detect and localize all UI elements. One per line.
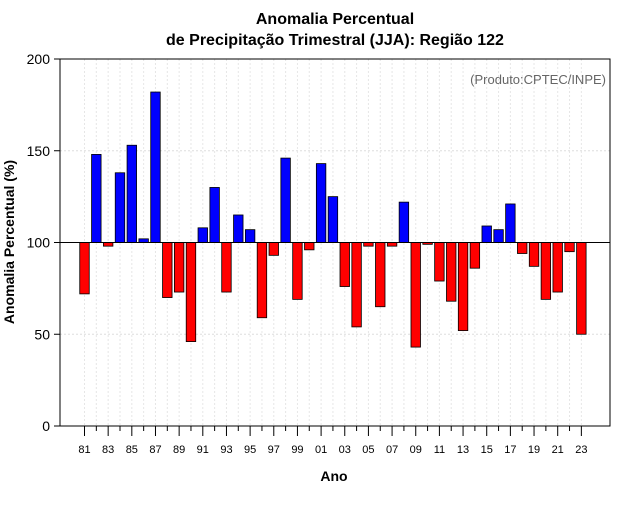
- bar-90: [185, 242, 197, 342]
- bar-11: [434, 242, 445, 282]
- bar-12: [446, 242, 457, 302]
- bar-96: [256, 242, 268, 319]
- bar-97: [268, 242, 279, 256]
- x-tick-label: 91: [197, 444, 209, 456]
- bar-92: [209, 187, 220, 243]
- x-tick-label: 95: [244, 444, 256, 456]
- bar-19: [528, 242, 540, 267]
- bar-15: [481, 225, 492, 243]
- bar-89: [173, 242, 185, 293]
- x-tick-label: 09: [410, 444, 422, 456]
- bar-85: [126, 144, 137, 243]
- y-tick-label: 0: [42, 418, 50, 434]
- x-tick-label: 01: [315, 444, 327, 456]
- chart-title-line2: de Precipitação Trimestral (JJA): Região…: [166, 32, 504, 49]
- bar-82: [91, 154, 102, 243]
- y-axis-label: Anomalia Percentual (%): [1, 160, 17, 324]
- bar-01: [315, 163, 327, 243]
- x-tick-label: 07: [386, 444, 398, 456]
- bar-series: [79, 91, 587, 348]
- bar-02: [327, 196, 339, 243]
- x-tick-label: 99: [291, 444, 303, 456]
- chart-title: Anomalia Percentual de Precipitação Trim…: [0, 9, 640, 51]
- x-tick-label: 11: [434, 444, 445, 456]
- x-tick-label: 05: [362, 444, 374, 456]
- x-tick-label: 89: [173, 444, 185, 456]
- bar-95: [244, 229, 256, 243]
- y-tick-label: 50: [34, 326, 50, 342]
- x-tick-label: 21: [552, 444, 564, 456]
- bar-23: [576, 242, 587, 335]
- bar-04: [351, 242, 362, 328]
- x-axis: 81 83 85 87 89 91 93 95 97 99 01 03 05 07 09 11 13 15 17 19…: [78, 426, 587, 456]
- x-tick-label: 23: [575, 444, 587, 456]
- x-tick-label: 81: [78, 444, 90, 456]
- bar-22: [564, 242, 575, 253]
- x-tick-label: 17: [504, 444, 516, 456]
- bar-14: [469, 242, 481, 269]
- bar-94: [233, 214, 244, 243]
- x-tick-label: 03: [339, 444, 351, 456]
- x-tick-label: 83: [102, 444, 114, 456]
- bar-87: [150, 91, 161, 243]
- grid-lines: [60, 58, 610, 427]
- credit-text: (Produto:CPTEC/INPE): [470, 72, 606, 87]
- bar-13: [457, 242, 469, 331]
- bar-83: [103, 242, 114, 247]
- chart-title-line1: Anomalia Percentual: [255, 11, 415, 28]
- bar-99: [292, 242, 303, 300]
- y-tick-label: 100: [27, 235, 51, 251]
- bar-07: [386, 242, 398, 247]
- bar-18: [517, 242, 528, 254]
- y-axis: 0 50 100 150 200: [27, 51, 60, 434]
- bar-91: [197, 227, 208, 243]
- x-tick-label: 85: [126, 444, 138, 456]
- bar-84: [114, 172, 126, 243]
- x-tick-label: 93: [220, 444, 232, 456]
- x-tick-label: 97: [268, 444, 280, 456]
- bar-81: [79, 242, 90, 295]
- x-tick-label: 19: [528, 444, 540, 456]
- y-tick-label: 150: [27, 143, 51, 159]
- x-axis-label: Ano: [320, 468, 347, 484]
- bar-93: [221, 242, 232, 293]
- bar-03: [339, 242, 350, 287]
- bar-16: [493, 229, 504, 243]
- bar-21: [552, 242, 563, 293]
- x-tick-label: 13: [457, 444, 469, 456]
- bar-17: [505, 203, 516, 243]
- bar-98: [280, 157, 291, 243]
- bar-86: [138, 238, 149, 243]
- bar-00: [304, 242, 315, 251]
- y-tick-label: 200: [27, 51, 51, 67]
- bar-20: [540, 242, 552, 300]
- bar-88: [162, 242, 173, 298]
- bar-06: [375, 242, 386, 308]
- x-tick-label: 15: [481, 444, 493, 456]
- bar-08: [398, 201, 410, 243]
- bar-09: [410, 242, 421, 348]
- x-tick-label: 87: [149, 444, 161, 456]
- bar-05: [363, 242, 374, 247]
